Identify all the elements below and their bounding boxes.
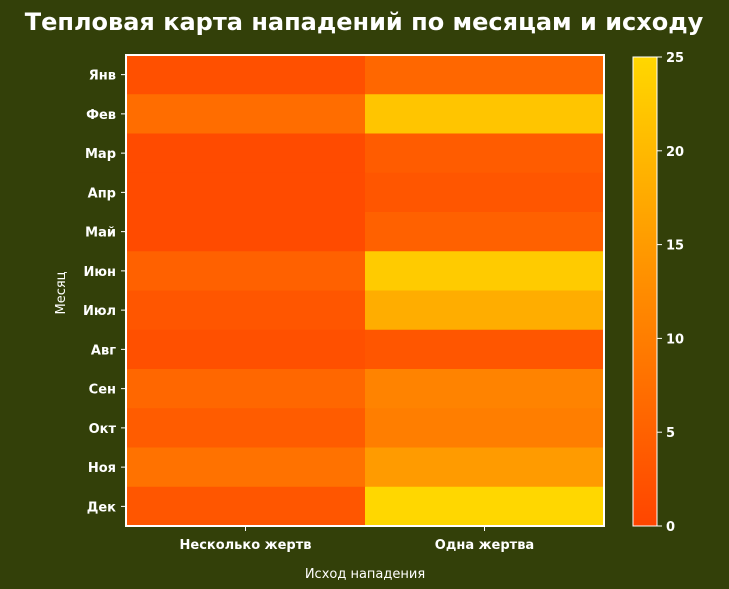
heatmap-cell [126,408,366,448]
y-tick-label: Янв [89,69,116,84]
heatmap-cell [126,55,366,95]
colorbar [632,56,658,527]
y-tick-label: Май [85,226,116,241]
heatmap-cell [365,133,605,174]
heatmap-cell [126,447,366,488]
colorbar-tick-label: 15 [666,239,684,254]
chart-title: Тепловая карта нападений по месяцам и ис… [25,8,704,36]
y-tick-label: Сен [89,383,116,398]
y-tick-label: Апр [88,186,116,201]
heatmap-cell [365,172,605,213]
heatmap-cell [126,133,366,174]
heatmap-cell [365,447,605,488]
y-tick-label: Авг [91,343,116,358]
heatmap-cell [365,408,605,448]
heatmap-cells [126,55,605,527]
x-tick-label: Одна жертва [435,538,534,553]
y-tick-label: Фев [86,108,116,123]
y-axis-ticks: Янв Фев Мар Апр Май Июн Июл Авг Сен Окт Ноя Дек [83,69,126,515]
plot-frame [125,54,605,527]
y-tick-label: Июн [84,265,117,280]
y-tick-label: Окт [89,422,117,437]
heatmap-cell [126,329,366,370]
heatmap-cell [365,329,605,370]
colorbar-tick-label: 25 [666,51,684,66]
y-tick-label: Дек [87,500,116,515]
heatmap-cell [126,369,366,409]
colorbar-tick-label: 10 [666,332,684,347]
heatmap-cell [126,94,366,134]
heatmap-cell [126,172,366,213]
heatmap-cell [365,290,605,331]
heatmap-cell [365,486,605,527]
y-tick-label: Ноя [88,461,116,476]
heatmap-cell [365,212,605,252]
heatmap-cell [126,251,366,291]
y-axis-label: Месяц [54,271,69,314]
x-axis-label: Исход нападения [305,567,425,582]
heatmap-cell [365,94,605,134]
x-tick-label: Несколько жертв [180,538,312,553]
colorbar-tick-label: 5 [666,426,675,441]
heatmap-cell [365,369,605,409]
heatmap-cell [365,55,605,95]
heatmap-cell [126,486,366,527]
heatmap-cell [126,212,366,252]
colorbar-ticks: 0 5 10 15 20 25 [657,51,684,535]
x-axis-ticks: Несколько жертв Одна жертва [180,526,534,553]
heatmap-cell [365,251,605,291]
colorbar-tick-label: 20 [666,145,684,160]
y-tick-label: Июл [83,304,116,319]
colorbar-tick-label: 0 [666,520,675,535]
y-tick-label: Мар [85,147,116,162]
heatmap-cell [126,290,366,331]
